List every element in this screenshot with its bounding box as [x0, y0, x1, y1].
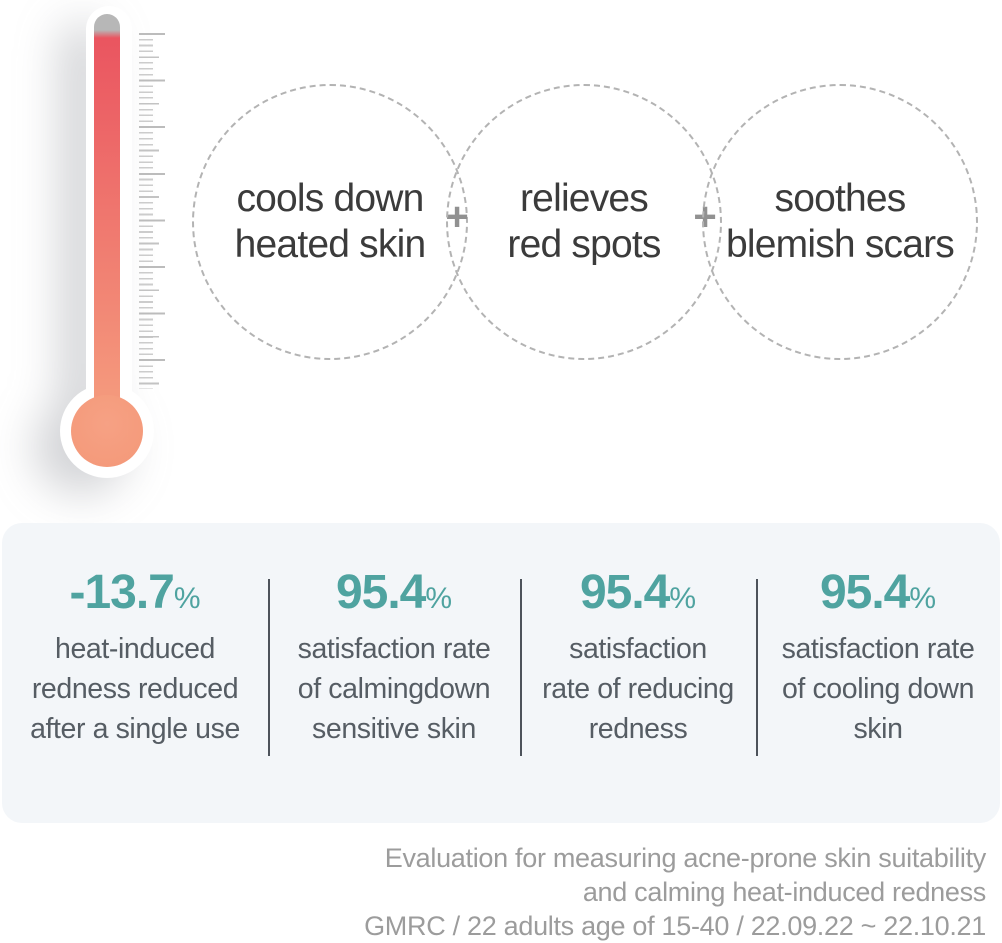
- footnote-line-2: and calming heat-induced redness: [582, 877, 986, 907]
- stat-description: satisfaction rate of reducing redness: [520, 629, 756, 749]
- benefit-line-2: heated skin: [234, 223, 426, 266]
- stat-calming-satisfaction: 95.4% satisfaction rate of calmingdown s…: [268, 565, 520, 823]
- benefit-line-1: relieves: [520, 177, 649, 220]
- stat-divider: [268, 579, 270, 756]
- stat-desc-line: after a single use: [30, 713, 240, 745]
- stat-value: 95.4%: [756, 565, 1000, 620]
- benefit-bubble-cools-down: cools down heated skin: [192, 84, 468, 360]
- stat-desc-line: redness: [588, 713, 688, 745]
- stat-redness-reduced: -13.7% heat-induced redness reduced afte…: [2, 565, 268, 823]
- benefit-label: cools down heated skin: [235, 176, 426, 268]
- stat-desc-line: of calmingdown: [297, 673, 491, 705]
- benefit-line-1: soothes: [774, 177, 907, 220]
- stat-number: 95.4: [335, 566, 426, 619]
- benefit-line-1: cools down: [236, 177, 424, 220]
- stat-desc-line: sensitive skin: [312, 713, 476, 745]
- stat-desc-line: satisfaction rate: [781, 633, 975, 665]
- stat-desc-line: of cooling down: [781, 673, 975, 705]
- percent-sign: %: [173, 582, 201, 615]
- footnote-line-3: GMRC / 22 adults age of 15-40 / 22.09.22…: [364, 911, 986, 941]
- stat-number: -13.7: [69, 566, 174, 619]
- stat-desc-line: rate of reducing: [542, 673, 734, 705]
- footnote-line-1: Evaluation for measuring acne-prone skin…: [384, 843, 987, 873]
- thermometer-body: [0, 0, 200, 500]
- benefit-label: relieves red spots: [507, 176, 661, 268]
- stat-desc-line: satisfaction rate: [297, 633, 491, 665]
- stat-desc-line: heat-induced: [55, 633, 215, 665]
- percent-sign: %: [425, 582, 453, 615]
- stat-desc-line: satisfaction: [569, 633, 707, 665]
- stat-desc-line: redness reduced: [31, 673, 239, 705]
- stat-value: 95.4%: [268, 565, 520, 620]
- percent-sign: %: [669, 582, 697, 615]
- stat-description: satisfaction rate of calmingdown sensiti…: [268, 629, 520, 749]
- clinical-stats-panel: -13.7% heat-induced redness reduced afte…: [2, 523, 1000, 823]
- stat-divider: [520, 579, 522, 756]
- stat-number: 95.4: [579, 566, 670, 619]
- percent-sign: %: [909, 582, 937, 615]
- thermometer-bulb: [71, 395, 143, 467]
- ruler-major-ticks: [139, 33, 165, 389]
- benefit-bubble-relieves-red-spots: relieves red spots: [446, 84, 722, 360]
- stat-description: satisfaction rate of cooling down skin: [756, 629, 1000, 749]
- stat-value: -13.7%: [2, 565, 268, 620]
- stat-number: 95.4: [819, 566, 910, 619]
- stats-row: -13.7% heat-induced redness reduced afte…: [2, 523, 1000, 823]
- stat-value: 95.4%: [520, 565, 756, 620]
- stat-desc-line: skin: [853, 713, 903, 745]
- benefit-label: soothes blemish scars: [726, 176, 955, 268]
- thermometer-mercury-column: [94, 14, 120, 414]
- stat-description: heat-induced redness reduced after a sin…: [2, 629, 268, 749]
- stat-divider: [756, 579, 758, 756]
- stat-reducing-redness-satisfaction: 95.4% satisfaction rate of reducing redn…: [520, 565, 756, 823]
- evaluation-footnote: Evaluation for measuring acne-prone skin…: [364, 841, 986, 943]
- benefit-line-2: blemish scars: [726, 223, 955, 266]
- stat-cooling-satisfaction: 95.4% satisfaction rate of cooling down …: [756, 565, 1000, 823]
- thermometer-icon: [0, 0, 200, 500]
- benefit-line-2: red spots: [507, 223, 661, 266]
- benefit-bubble-soothes-blemish-scars: soothes blemish scars: [702, 84, 978, 360]
